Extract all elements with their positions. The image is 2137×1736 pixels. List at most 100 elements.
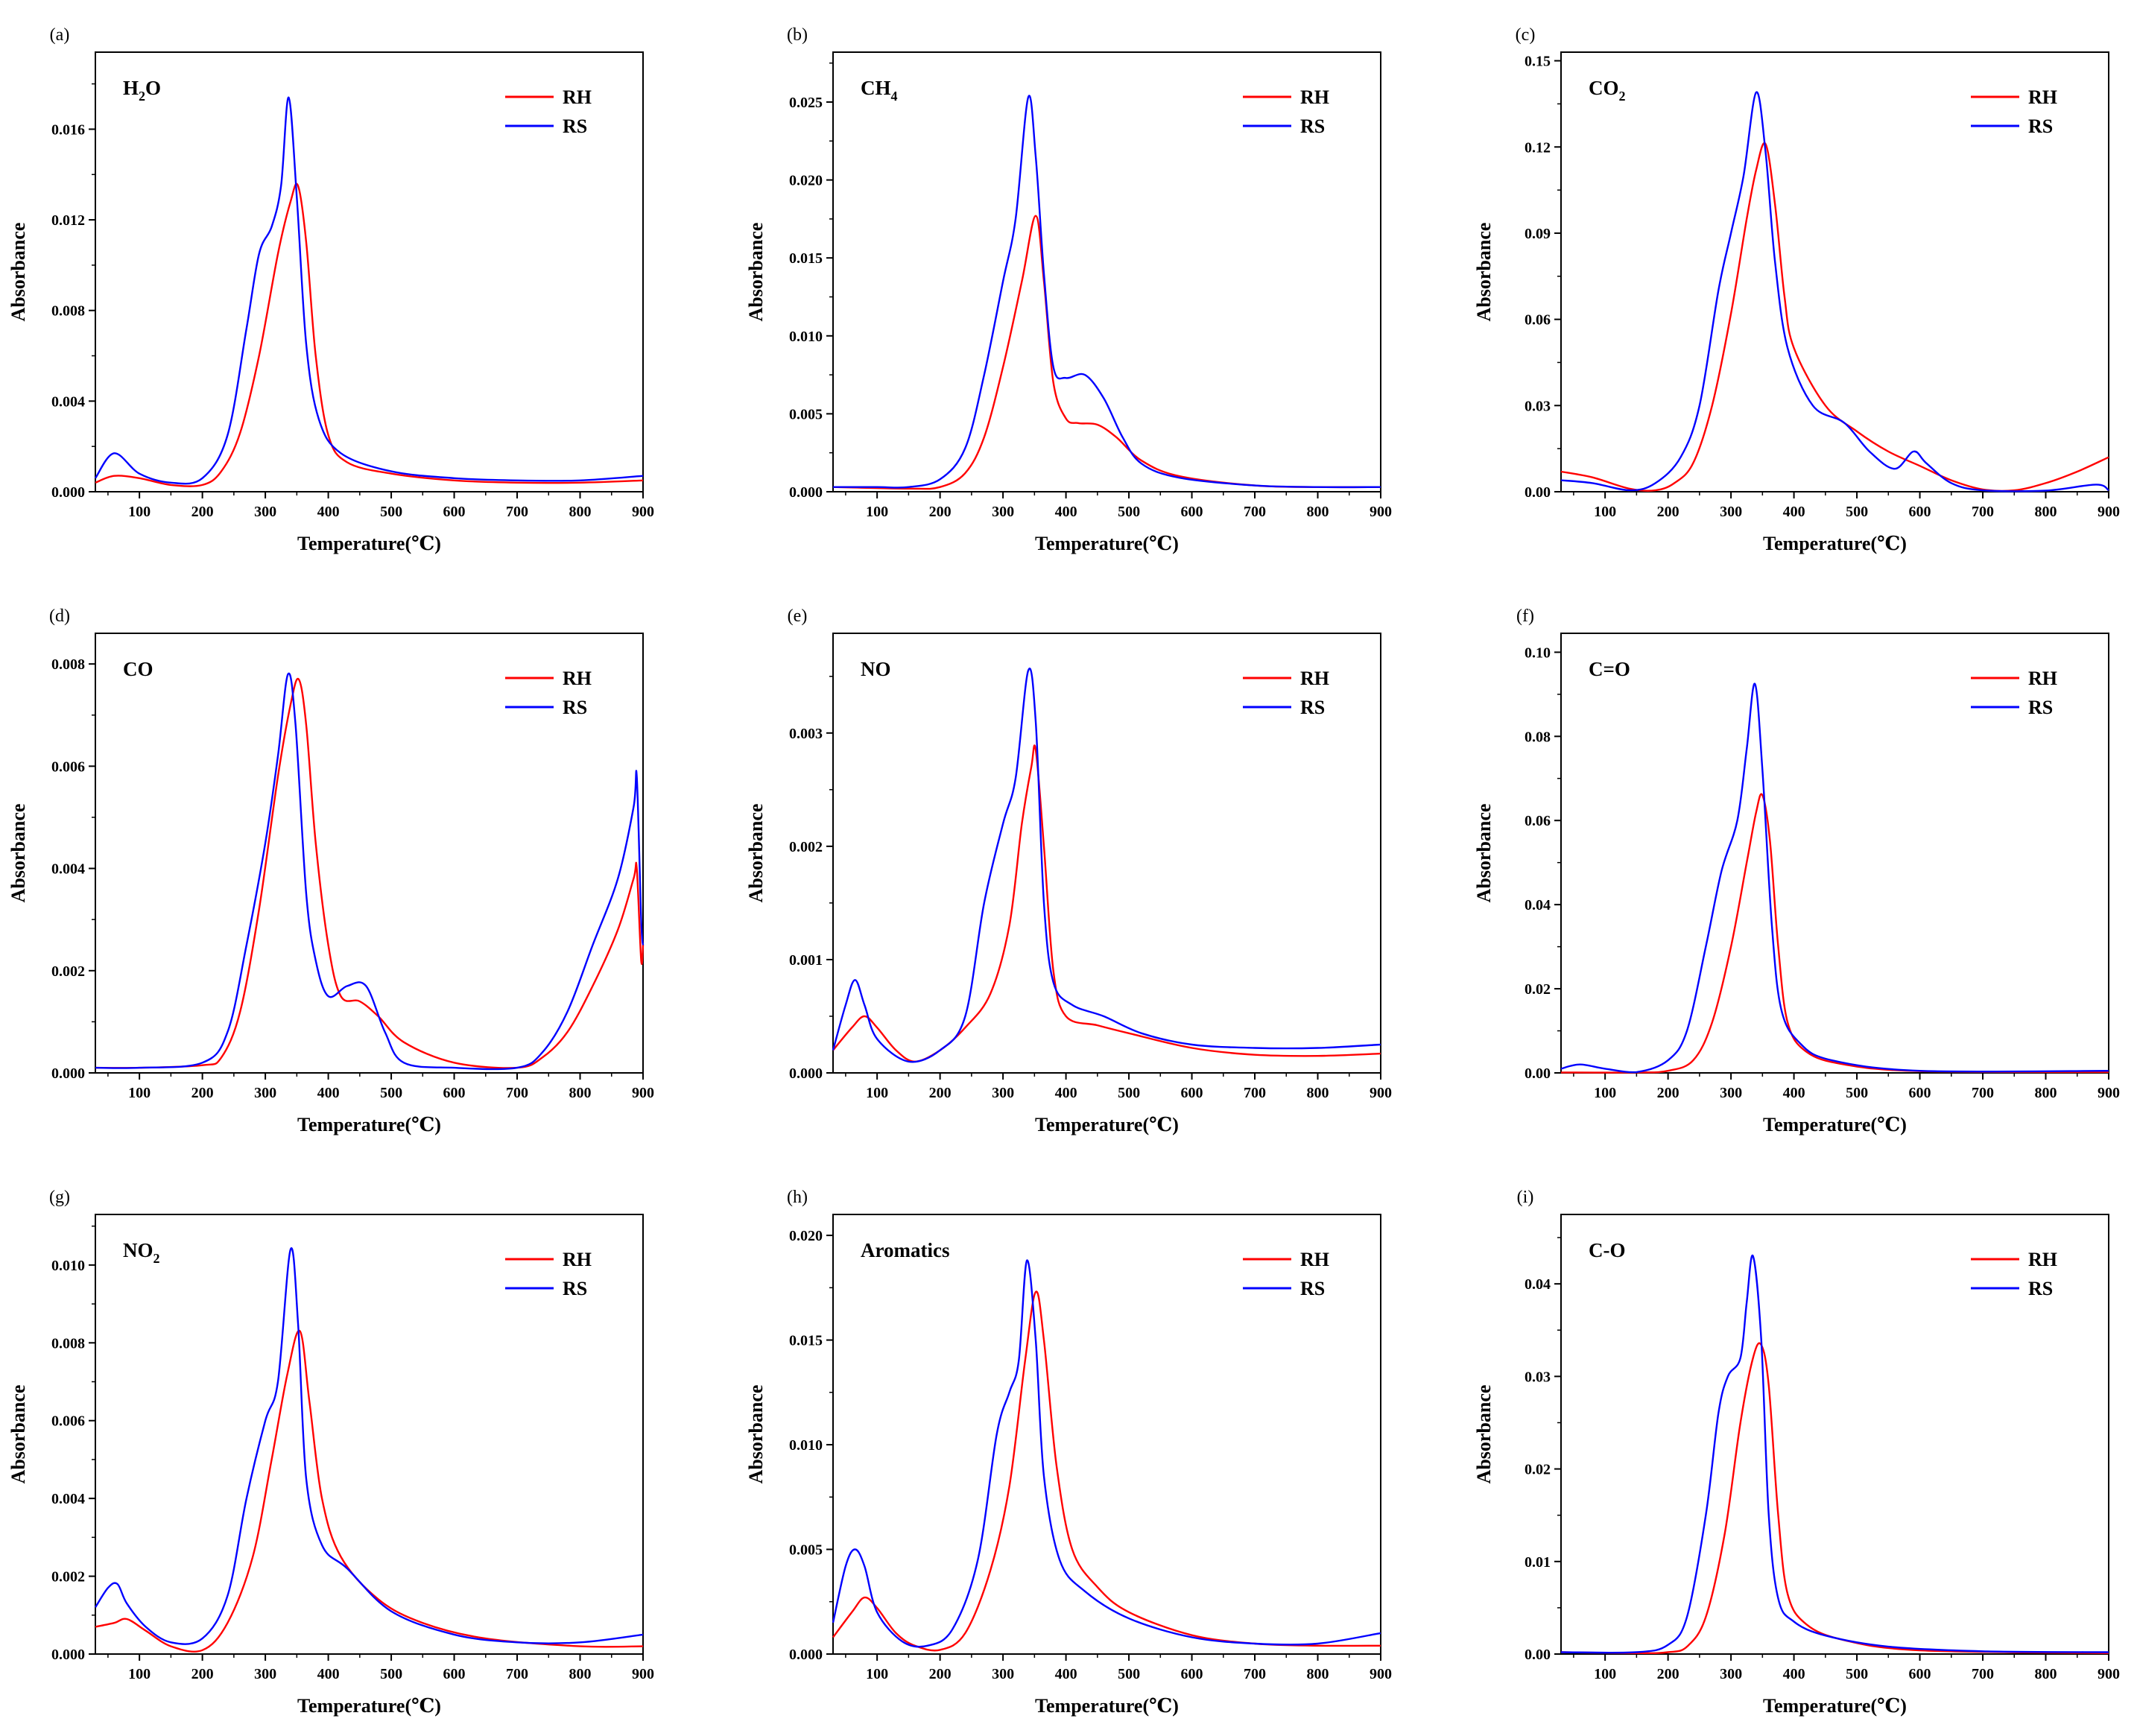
x-tick-label: 100 — [1594, 1666, 1616, 1682]
y-tick-label: 0.02 — [1525, 981, 1551, 998]
y-tick-label: 0.004 — [51, 393, 85, 410]
x-tick-label: 200 — [1657, 504, 1679, 520]
y-axis-label: Absorbance — [7, 223, 29, 322]
series-line-rs — [832, 1259, 1381, 1648]
gas-label: Aromatics — [861, 1239, 949, 1261]
x-tick-label: 900 — [2098, 1085, 2120, 1101]
legend-label-rs: RS — [1300, 1278, 1325, 1299]
panel-d: 100 200 300 400 500 600 700 800 900 0.000 0.002 0.0… — [7, 606, 654, 1135]
x-tick-label: 400 — [1055, 1666, 1077, 1682]
x-axis-label: Temperature(℃) — [1035, 1695, 1179, 1717]
plot-frame — [832, 1214, 1381, 1655]
x-tick-label: 800 — [1307, 1666, 1329, 1682]
y-tick-label: 0.000 — [51, 1065, 85, 1082]
y-tick-label: 0.004 — [51, 1491, 85, 1507]
x-tick-label: 200 — [191, 1666, 214, 1682]
series-line-rh — [832, 1290, 1381, 1652]
x-tick-label: 700 — [1244, 1666, 1266, 1682]
y-axis-label: Absorbance — [745, 223, 767, 322]
x-tick-label: 400 — [317, 1666, 340, 1682]
panel-g: 100 200 300 400 500 600 700 800 900 0.000 0.002 0.0… — [7, 1188, 654, 1717]
x-tick-label: 400 — [1055, 504, 1077, 520]
x-tick-label: 200 — [929, 504, 952, 520]
x-tick-label: 800 — [1307, 504, 1329, 520]
x-tick-label: 800 — [569, 1085, 592, 1101]
gas-label-subscript: 2 — [1619, 89, 1626, 104]
x-tick-label: 700 — [1972, 1085, 1994, 1101]
x-tick-label: 400 — [317, 504, 340, 520]
x-axis-label: Temperature(℃) — [1763, 533, 1907, 554]
gas-label: CO2 — [1589, 77, 1626, 104]
x-tick-label: 500 — [380, 504, 402, 520]
y-axis-label: Absorbance — [1473, 804, 1495, 903]
y-tick-label: 0.03 — [1525, 398, 1551, 414]
x-tick-label: 500 — [1118, 1666, 1140, 1682]
legend-label-rh: RH — [1300, 1249, 1329, 1270]
panel-label: (g) — [49, 1188, 70, 1207]
legend-label-rh: RH — [2028, 86, 2057, 108]
x-tick-label: 100 — [866, 504, 888, 520]
y-tick-label: 0.00 — [1525, 484, 1551, 501]
x-axis-label: Temperature(℃) — [1035, 533, 1179, 554]
x-tick-label: 100 — [1594, 1085, 1616, 1101]
x-tick-label: 300 — [1720, 1666, 1742, 1682]
x-tick-label: 500 — [1846, 1085, 1868, 1101]
series-line-rh — [1560, 142, 2109, 492]
series-line-rh — [95, 183, 644, 487]
x-tick-label: 600 — [443, 1085, 466, 1101]
gas-label: NO — [861, 658, 891, 680]
gas-label: NO2 — [123, 1239, 160, 1266]
x-tick-label: 800 — [2035, 1666, 2057, 1682]
y-axis-label: Absorbance — [1473, 1385, 1495, 1484]
y-axis-label: Absorbance — [745, 804, 767, 903]
panel-label: (i) — [1517, 1188, 1534, 1207]
y-tick-label: 0.006 — [51, 758, 85, 775]
x-axis-label: Temperature(℃) — [1763, 1695, 1907, 1717]
legend-label-rs: RS — [2028, 115, 2053, 137]
x-axis-label: Temperature(℃) — [297, 1695, 441, 1717]
plot-frame — [832, 633, 1381, 1074]
y-tick-label: 0.00 — [1525, 1647, 1551, 1663]
y-axis-label: Absorbance — [745, 1385, 767, 1484]
x-tick-label: 500 — [1118, 1085, 1140, 1101]
gas-label-subscript: 2 — [139, 89, 145, 104]
series-line-rh — [832, 744, 1381, 1062]
x-tick-label: 200 — [929, 1085, 952, 1101]
y-tick-label: 0.008 — [51, 1335, 85, 1352]
x-tick-label: 300 — [254, 1085, 276, 1101]
y-tick-label: 0.016 — [51, 121, 85, 138]
gas-label-tail: O — [145, 77, 161, 99]
y-tick-label: 0.015 — [789, 250, 823, 267]
panel-label: (h) — [787, 1188, 808, 1207]
x-tick-label: 700 — [1244, 1085, 1266, 1101]
series-line-rs — [1560, 682, 2109, 1074]
y-tick-label: 0.06 — [1525, 813, 1551, 829]
y-tick-label: 0.015 — [789, 1333, 823, 1349]
series-line-rs — [95, 672, 645, 1071]
gas-label: CH4 — [861, 77, 898, 104]
y-tick-label: 0.005 — [789, 406, 823, 422]
plot-frame — [1560, 51, 2109, 492]
legend-label-rs: RS — [563, 697, 587, 718]
x-tick-label: 500 — [380, 1085, 402, 1101]
x-tick-label: 600 — [1909, 1085, 1931, 1101]
x-tick-label: 900 — [632, 1666, 654, 1682]
x-tick-label: 900 — [1370, 1666, 1392, 1682]
y-tick-label: 0.020 — [789, 173, 823, 189]
x-axis-label: Temperature(℃) — [297, 533, 441, 554]
legend-label-rs: RS — [563, 115, 587, 137]
y-tick-label: 0.002 — [789, 839, 823, 855]
panel-h: 100 200 300 400 500 600 700 800 900 0.000 0.005 0.0… — [745, 1188, 1392, 1717]
x-tick-label: 600 — [1181, 1085, 1203, 1101]
y-tick-label: 0.006 — [51, 1413, 85, 1430]
panel-b: 100 200 300 400 500 600 700 800 900 0.000 0.005 0.0… — [745, 25, 1392, 554]
y-tick-label: 0.04 — [1525, 1276, 1551, 1293]
series-line-rs — [1560, 91, 2109, 492]
y-tick-label: 0.010 — [789, 329, 823, 345]
x-tick-label: 300 — [1720, 504, 1742, 520]
y-tick-label: 0.008 — [51, 303, 85, 320]
legend-label-rh: RH — [563, 1249, 592, 1270]
series-line-rh — [95, 677, 645, 1069]
x-tick-label: 900 — [1370, 504, 1392, 520]
x-tick-label: 900 — [2098, 1666, 2120, 1682]
